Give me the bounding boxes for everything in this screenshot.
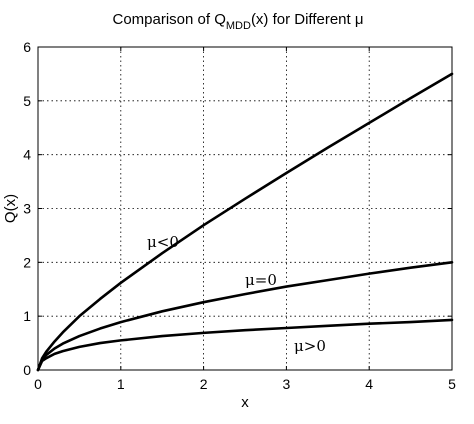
y-tick-label-4: 4 (23, 147, 31, 163)
x-tick-label-0: 0 (34, 376, 42, 392)
x-axis-label: x (241, 394, 249, 411)
annotation-mu-zero: μ=0 (245, 271, 277, 289)
annotation-mu-negative: μ<0 (147, 233, 179, 251)
x-tick-label-2: 2 (200, 376, 208, 392)
tick-marks (37, 46, 453, 371)
x-tick-label-4: 4 (365, 376, 373, 392)
series-line-mu-zero (36, 261, 454, 372)
series-annotations: μ<0 μ=0 μ>0 (147, 233, 326, 355)
y-tick-label-2: 2 (23, 254, 31, 270)
series-group (36, 72, 454, 372)
series-line-mu-positive (36, 318, 454, 372)
grid (38, 47, 452, 370)
x-tick-label-1: 1 (117, 376, 125, 392)
y-tick-label-1: 1 (23, 308, 31, 324)
chart-title: Comparison of QMDD(x) for Different μ (112, 11, 363, 32)
series-line-mu-negative (36, 72, 454, 372)
chart-title-suffix: (x) for Different μ (251, 11, 364, 28)
tick-labels: 0 1 2 3 4 5 0 1 2 3 4 5 6 (23, 39, 456, 392)
chart-title-subscript: MDD (226, 20, 251, 32)
y-tick-label-0: 0 (23, 362, 31, 378)
x-tick-label-3: 3 (283, 376, 291, 392)
y-axis-label: Q(x) (2, 194, 19, 223)
y-tick-label-6: 6 (23, 39, 31, 55)
annotation-mu-positive: μ>0 (294, 337, 326, 355)
y-tick-label-5: 5 (23, 93, 31, 109)
y-tick-label-3: 3 (23, 201, 31, 217)
chart-title-prefix: Comparison of Q (112, 11, 225, 28)
x-tick-label-5: 5 (448, 376, 456, 392)
